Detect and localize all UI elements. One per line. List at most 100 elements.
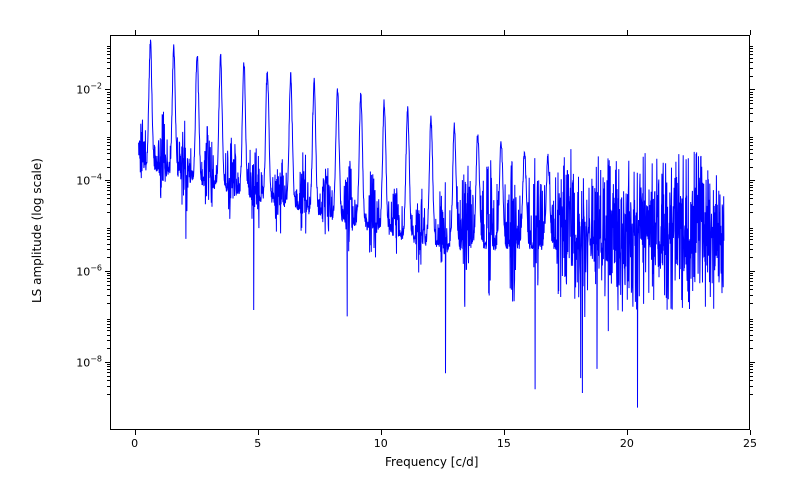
y-minor-tick-mark [750,62,753,63]
y-minor-tick-mark [107,364,110,365]
y-minor-tick-mark [750,68,753,69]
y-minor-tick-mark [750,228,753,229]
y-minor-tick-mark [107,113,110,114]
y-minor-tick-mark [107,372,110,373]
y-minor-tick-mark [107,103,110,104]
y-tick-label: 10−2 [62,82,102,97]
y-minor-tick-mark [750,46,753,47]
y-minor-tick-mark [750,230,753,231]
y-minor-tick-mark [750,137,753,138]
y-tick-label: 10−8 [62,355,102,370]
y-tick-mark [105,180,110,181]
y-minor-tick-mark [750,321,753,322]
y-minor-tick-mark [750,108,753,109]
y-minor-tick-mark [750,159,753,160]
y-minor-tick-mark [750,187,753,188]
y-minor-tick-mark [750,97,753,98]
y-minor-tick-mark [107,100,110,101]
plot-area [110,35,750,430]
y-minor-tick-mark [107,137,110,138]
y-tick-mark [750,362,755,363]
y-minor-tick-mark [107,239,110,240]
y-minor-tick-mark [750,153,753,154]
figure: Frequency [c/d] LS amplitude (log scale)… [0,0,800,500]
y-minor-tick-mark [107,273,110,274]
y-minor-tick-mark [750,319,753,320]
y-minor-tick-mark [107,153,110,154]
y-minor-tick-mark [750,142,753,143]
x-tick-mark [627,430,628,435]
y-minor-tick-mark [107,348,110,349]
y-tick-mark [750,180,755,181]
y-minor-tick-mark [107,257,110,258]
y-minor-tick-mark [750,366,753,367]
y-minor-tick-mark [750,324,753,325]
y-minor-tick-mark [750,167,753,168]
y-minor-tick-mark [750,257,753,258]
y-minor-tick-mark [107,198,110,199]
y-minor-tick-mark [107,369,110,370]
y-minor-tick-mark [107,394,110,395]
y-minor-tick-mark [750,369,753,370]
y-minor-tick-mark [107,295,110,296]
y-minor-tick-mark [750,327,753,328]
y-minor-tick-mark [750,76,753,77]
y-tick-mark [750,271,755,272]
y-minor-tick-mark [107,303,110,304]
x-tick-mark [750,430,751,435]
y-minor-tick-mark [107,278,110,279]
x-tick-label: 15 [497,437,511,450]
y-minor-tick-mark [750,58,753,59]
y-minor-tick-mark [107,386,110,387]
y-minor-tick-mark [107,289,110,290]
x-tick-mark [258,30,259,35]
x-tick-mark [381,430,382,435]
y-minor-tick-mark [107,275,110,276]
y-minor-tick-mark [107,244,110,245]
y-minor-tick-mark [750,121,753,122]
y-minor-tick-mark [107,285,110,286]
y-minor-tick-mark [750,275,753,276]
y-minor-tick-mark [750,204,753,205]
y-minor-tick-mark [750,380,753,381]
y-minor-tick-mark [750,233,753,234]
y-tick-label: 10−4 [62,173,102,188]
y-minor-tick-mark [107,319,110,320]
y-minor-tick-mark [750,281,753,282]
y-minor-tick-mark [750,194,753,195]
y-minor-tick-mark [750,364,753,365]
y-minor-tick-mark [107,58,110,59]
y-minor-tick-mark [107,48,110,49]
y-minor-tick-mark [750,244,753,245]
y-tick-mark [105,362,110,363]
y-minor-tick-mark [750,330,753,331]
y-minor-tick-mark [107,145,110,146]
y-minor-tick-mark [750,295,753,296]
y-minor-tick-mark [750,54,753,55]
y-minor-tick-mark [107,159,110,160]
y-minor-tick-mark [107,228,110,229]
y-minor-tick-mark [750,145,753,146]
x-tick-mark [504,430,505,435]
y-minor-tick-mark [107,212,110,213]
x-tick-mark [750,30,751,35]
y-minor-tick-mark [107,76,110,77]
y-minor-tick-mark [107,139,110,140]
y-minor-tick-mark [107,46,110,47]
y-minor-tick-mark [107,51,110,52]
x-tick-label: 0 [131,437,138,450]
y-minor-tick-mark [750,182,753,183]
x-tick-label: 5 [254,437,261,450]
x-tick-label: 25 [743,437,757,450]
y-minor-tick-mark [107,54,110,55]
y-minor-tick-mark [107,149,110,150]
y-minor-tick-mark [750,212,753,213]
spectrum-line [111,36,751,431]
y-minor-tick-mark [107,249,110,250]
x-tick-mark [627,30,628,35]
y-minor-tick-mark [107,187,110,188]
y-minor-tick-mark [750,190,753,191]
y-minor-tick-mark [750,376,753,377]
y-minor-tick-mark [750,340,753,341]
y-minor-tick-mark [107,142,110,143]
